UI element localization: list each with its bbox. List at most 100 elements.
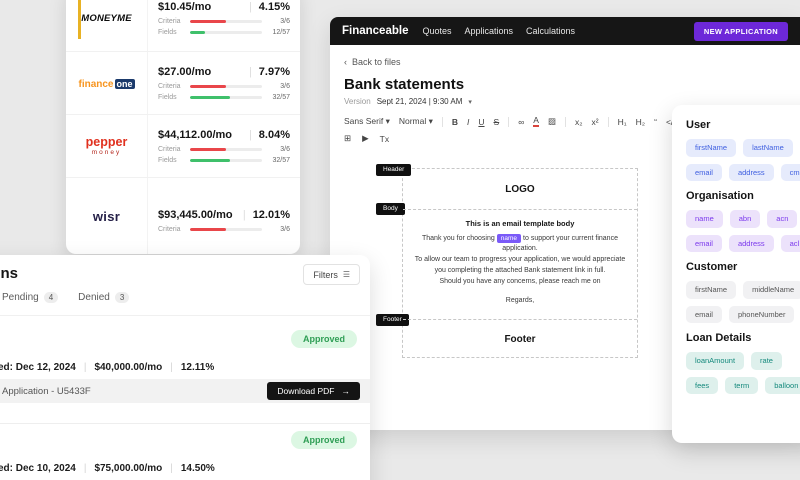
criteria-progress-bar (190, 228, 262, 231)
variable-chip[interactable]: fees (686, 376, 719, 394)
italic-button[interactable]: I (467, 116, 470, 127)
moneyme-logo: MONEYME (66, 0, 148, 51)
download-pdf-button[interactable]: Download PDF → (267, 382, 360, 400)
variable-chip[interactable]: phoneNumber (728, 305, 795, 323)
divider: | (248, 65, 252, 78)
variable-chip[interactable]: address (728, 163, 774, 181)
link-icon[interactable]: ∞ (518, 116, 525, 127)
fields-progress-bar (190, 31, 262, 34)
variable-chip[interactable]: firstName (686, 281, 737, 299)
toolbar-separator (607, 116, 609, 127)
divider: | (242, 209, 246, 221)
template-body-heading: This is an email template body (465, 219, 575, 228)
divider (0, 423, 370, 424)
application-file-row[interactable]: Application - U5433F Download PDF → (0, 379, 370, 403)
variable-chip[interactable]: term (725, 376, 759, 394)
template-signoff: Regards, (505, 296, 535, 304)
criteria-label: Criteria (158, 82, 181, 90)
clear-format-icon[interactable]: Tx (379, 133, 390, 144)
variable-chip[interactable]: lastName (743, 139, 793, 157)
quote-row-moneyme[interactable]: MONEYME $10.45/mo | 4.15% Criteria 3/6 F… (66, 0, 300, 52)
template-header-section[interactable]: LOGO (403, 169, 637, 209)
tab-pending[interactable]: Pending 4 (2, 292, 59, 303)
application-rate: 12.11% (180, 362, 215, 373)
variable-chip[interactable]: name (686, 210, 723, 228)
underline-button[interactable]: U (478, 116, 485, 127)
blockquote-button[interactable]: “ (654, 116, 657, 127)
text-color-icon[interactable]: A (533, 115, 539, 127)
tab-denied[interactable]: Denied 3 (78, 292, 130, 303)
divider: | (248, 1, 252, 13)
size-select[interactable]: Normal ▾ (398, 116, 433, 126)
back-to-files-link[interactable]: ‹ Back to files (344, 57, 786, 67)
application-file-label: Application - U5433F (2, 385, 91, 397)
criteria-progress-bar (190, 84, 262, 88)
quote-row-pepper[interactable]: pepper money $44,112.00/mo | 8.04% Crite… (66, 115, 300, 178)
template-body-line: Should you have any concerns, please rea… (439, 278, 601, 285)
version-selector[interactable]: Version Sept 21, 2024 | 9:30 AM ▾ (344, 97, 786, 106)
video-icon[interactable]: ▶ (362, 133, 369, 143)
variable-chip[interactable]: loanAmount (686, 352, 745, 370)
editor-toolbar-row2: ⊞ ▶ Tx (344, 133, 786, 144)
strikethrough-button[interactable]: S (493, 116, 500, 127)
tab-denied-count: 3 (114, 292, 130, 303)
template-footer-section[interactable]: Footer (403, 319, 637, 359)
nav-item-quotes[interactable]: Quotes (422, 26, 452, 36)
variables-section-organisation: Organisation name abn acn email address … (686, 190, 800, 252)
header-section-tag: Header (376, 164, 412, 176)
applications-card: Applications Filters ☰ Pending 4 Denied … (0, 255, 370, 480)
fields-value: 12/57 (272, 29, 290, 36)
criteria-label: Criteria (158, 226, 181, 233)
toolbar-separator (508, 116, 510, 127)
fields-value: 32/57 (272, 93, 290, 101)
variable-chip[interactable]: email (686, 234, 722, 252)
applications-tabs: Pending 4 Denied 3 (2, 292, 130, 303)
heading1-button[interactable]: H₁ (617, 116, 627, 127)
toolbar-separator (564, 116, 566, 127)
divider (0, 315, 370, 316)
variable-chip[interactable]: address (728, 234, 774, 252)
body-section-tag: Body (376, 203, 405, 215)
quote-row-financeone[interactable]: finance one $27.00/mo | 7.97% Criteria 3/… (66, 52, 300, 115)
divider: | (83, 463, 87, 474)
variable-chip[interactable]: acl (780, 234, 800, 252)
variable-chip[interactable]: email (686, 163, 722, 181)
application-detail-row: Approved: Dec 10, 2024 | $75,000.00/mo |… (0, 463, 215, 474)
variable-chip[interactable]: middleName (743, 281, 800, 299)
divider: | (83, 362, 87, 373)
font-select[interactable]: Sans Serif ▾ (344, 116, 390, 126)
email-template-canvas[interactable]: Header Body Footer LOGO This is an email… (376, 164, 638, 359)
filters-button[interactable]: Filters ☰ (303, 264, 360, 285)
highlight-icon[interactable]: ▨ (547, 116, 556, 126)
variable-chip[interactable]: email (686, 305, 722, 323)
fields-value: 32/57 (272, 156, 290, 164)
application-date: Approved: Dec 10, 2024 (0, 463, 76, 474)
variable-chip[interactable]: balloon (765, 376, 800, 394)
divider: | (248, 128, 252, 141)
new-application-button[interactable]: NEW APPLICATION (693, 21, 788, 41)
criteria-value: 3/6 (280, 226, 290, 233)
chevron-down-icon: ▾ (468, 98, 472, 106)
variable-chip[interactable]: abn (729, 210, 761, 228)
arrow-right-icon: → (341, 386, 351, 396)
quote-amount: $93,445.00/mo (158, 209, 233, 221)
subscript-button[interactable]: x₂ (574, 116, 583, 127)
fields-label: Fields (158, 93, 177, 101)
quote-amount: $10.45/mo (158, 1, 212, 13)
image-icon[interactable]: ⊞ (344, 133, 352, 143)
superscript-button[interactable]: x² (591, 116, 599, 127)
heading2-button[interactable]: H₂ (635, 116, 646, 127)
variable-chip[interactable]: cm (780, 163, 800, 181)
template-body-section[interactable]: This is an email template body Thank you… (403, 209, 637, 319)
variable-chip[interactable]: rate (751, 352, 782, 370)
nav-item-calculations[interactable]: Calculations (526, 26, 576, 36)
variable-chip[interactable]: acn (767, 210, 798, 228)
variable-token[interactable]: name (496, 233, 522, 244)
bold-button[interactable]: B (451, 116, 459, 127)
fields-label: Fields (158, 29, 177, 36)
quote-row-wisr[interactable]: wisr $93,445.00/mo | 12.01% Criteria 3/6 (66, 178, 300, 254)
variable-chip[interactable]: firstName (686, 139, 737, 157)
section-title: Loan Details (686, 332, 752, 344)
nav-item-applications[interactable]: Applications (464, 26, 514, 36)
